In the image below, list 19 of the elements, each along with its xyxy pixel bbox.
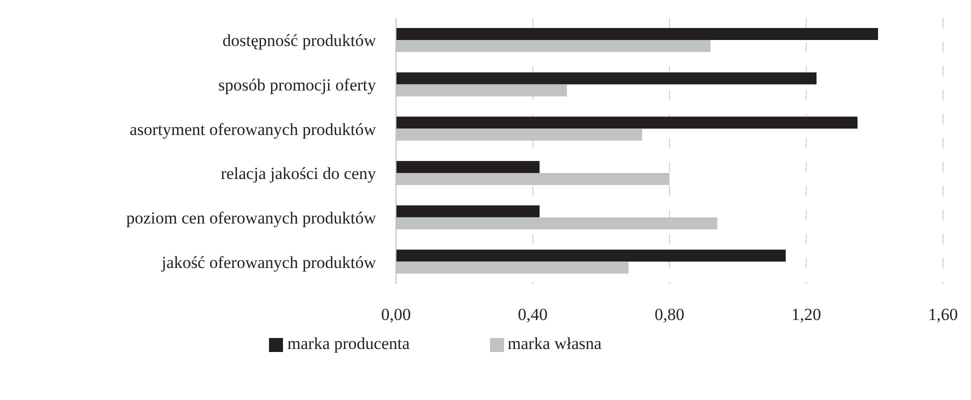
y-tick-label: poziom cen oferowanych produktów [126,208,377,228]
bar [396,28,878,40]
x-tick-label: 0,00 [381,305,411,324]
y-tick-label: relacja jakości do ceny [220,164,376,184]
bar [396,72,817,84]
x-tick-label: 1,20 [791,305,822,324]
legend-label: marka producenta [287,334,410,353]
x-tick-label: 0,40 [518,305,548,324]
bar [396,116,858,129]
x-tick-label: 0,80 [654,305,684,324]
bar [396,205,540,218]
bar [396,250,786,262]
y-tick-label: sposób promocji oferty [218,76,376,95]
legend-label: marka własna [508,334,602,353]
y-tick-label: jakość oferowanych produktów [160,252,377,272]
bar [396,161,540,173]
y-tick-label: asortyment oferowanych produktów [130,120,377,139]
y-tick-label: dostępność produktów [222,31,377,50]
x-tick-label: 1,60 [928,305,958,324]
